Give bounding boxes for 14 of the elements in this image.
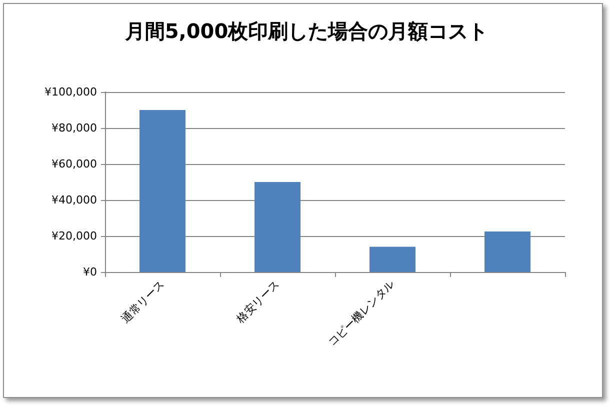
chart-title: 月間5,000枚印刷した場合の月額コスト xyxy=(124,19,488,43)
bar xyxy=(370,246,416,272)
bar xyxy=(140,110,186,272)
y-tick-label: ¥20,000 xyxy=(52,230,97,242)
x-tick-label: 格安リース xyxy=(233,277,282,326)
x-tick-label: コピー機レンタル xyxy=(326,277,398,349)
bar xyxy=(254,182,300,272)
y-tick-label: ¥80,000 xyxy=(52,122,97,134)
y-tick-label: ¥60,000 xyxy=(52,158,97,170)
y-tick-label: ¥40,000 xyxy=(52,194,97,206)
bar xyxy=(484,232,530,272)
y-tick-label: ¥0 xyxy=(83,266,97,278)
y-tick-label: ¥100,000 xyxy=(44,86,97,98)
x-tick-label: 通常リース xyxy=(119,277,168,326)
